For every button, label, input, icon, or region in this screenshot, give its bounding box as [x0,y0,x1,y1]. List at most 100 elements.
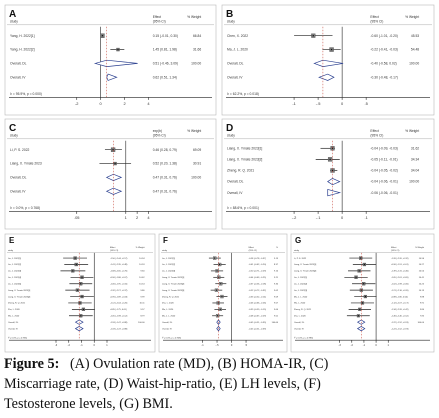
panel-c-header-effect: exp(b) [153,129,162,133]
panel-e-point-estimate [76,289,79,291]
panel-a-x-tick-label: 4 [147,101,150,106]
panel-g-ci-text: -1.12 (-2.07, -0.17) [391,303,409,305]
panel-f-x-tick-label: 0 [231,344,233,347]
panel-b-ci-text: -0.22 (-0.41, -0.03) [370,48,398,52]
panel-e-ci-text: -0.96 (-1.86, -0.07) [110,277,128,279]
caption-label: Figure 5: [4,356,60,372]
panel-g-x-tick-label: -1 [363,344,366,347]
panel-e-point-estimate [79,302,81,304]
panel-g-point-estimate [358,270,360,272]
panel-f-x-tick-label: -1 [201,344,204,347]
panel-f-weight-text: 9.10 [274,271,279,273]
panel-c-ci-text: 0.52 (0.20, 1.38) [153,162,177,166]
panel-f-overall-ci-text: -0.45 (-0.51, -0.39) [249,322,267,324]
panel-g-overall-ci-text: -1.22 (-1.52, -0.93) [391,328,409,330]
panel-g-study-label: Zheng, R. Q. 2021 [294,309,312,311]
panel-d-point-estimate [331,169,334,172]
panel-g-x-tick-label: -2 [351,344,354,347]
panel-c-heterogeneity: I² = 0.0%, p = 0.768) [10,206,40,210]
panel-e-ci-text: -1.12 (-2.04, -0.20) [110,303,128,305]
panel-b-header-weight: % Weight [405,15,419,19]
panel-e-header-study: study [8,249,14,252]
panel-d-ci-text: -0.04 (-0.05, -0.02) [370,169,398,173]
panel-c-overall-weight-text: 100.00 [191,176,201,180]
panel-b-overall-ci-text: -0.40 (-0.58, 0.02) [370,62,396,66]
panel-f-overall-ci-text: -0.45 (-0.51, -0.39) [249,328,267,330]
caption-line-2: Miscarriage rate, (D) Waist-hip-ratio, (… [4,376,321,392]
panel-f-ci-text: -0.33 (-0.52, -0.14) [249,296,267,298]
panel-c-x-tick-label: 4 [147,215,150,220]
panel-g-overall-weight-text: 100.00 [418,322,425,324]
panel-d-weight-text: 31.62 [411,146,419,150]
panel-g-study-label: Liu, J. 2022[2] [294,283,307,285]
panel-f-header-effect: Effect [249,246,255,249]
panel-a-overall-label: Overall, DL [10,62,27,66]
panel-c-frame [4,118,217,230]
panel-b-study-label: Ma, J. L. 2020 [227,48,248,52]
panel-e-weight-text: 9.86 [140,290,145,292]
panel-d-point-estimate [331,147,334,149]
panel-f-study-label: Liu, J. 2022[2] [162,264,175,266]
panel-g-ci-text: -1.02 (-1.98, -0.06) [391,283,409,285]
panel-f-weight-text: 8.97 [274,264,279,266]
panel-f-study-label: Liang, X. Ymate 2023[2] [162,282,185,285]
panel-g-overall-label: Overall, DL [294,321,305,324]
panel-a-letter: A [9,9,16,20]
panel-g-frame [290,233,435,353]
panel-d-letter: D [226,123,233,134]
panel-f-weight-text: 9.30 [274,283,279,285]
panel-g-x-tick-label: 1 [388,344,390,347]
caption-line-3: Testosterone levels, (G) BMI. [4,396,173,412]
panel-a-overall-weight-text: 100.00 [191,62,201,66]
panel-e-header-weight: % Weight [136,246,145,249]
panel-c-overall-ci-text: 0.47 (0.31, 0.76) [153,189,177,193]
panel-e-letter: E [9,236,15,245]
panel-g-weight-text: 9.88 [420,296,425,298]
panel-d-overall-diamond [327,177,341,186]
panel-g-letter: G [295,236,301,245]
panel-d-overall-weight-text: 100.00 [409,180,419,184]
panel-a-header-effect: Effect [153,15,161,19]
panel-b-header-ci: (95% CI) [370,19,383,23]
panel-b-point-estimate [330,48,333,51]
panel-a-point-estimate [101,35,104,37]
panel-g-header-weight: % Weight [415,246,424,249]
caption-text-1: (A) Ovulation rate (MD), (B) HOMA-IR, (C… [69,356,329,372]
panel-d-x-tick-label: -.1 [316,215,321,220]
panel-c-weight-text: 30.91 [193,162,201,166]
panel-d-weight-text: 34.04 [411,169,419,173]
panel-g-weight-text: 10.96 [419,258,425,260]
panel-f-study-label: Liang, X. Ymate 2023[1] [162,276,185,279]
panel-d-header-ci: (95% CI) [370,133,383,137]
panel-e-frame [4,233,156,353]
panel-e-study-label: Wu, L. 2020 [8,316,20,318]
panel-e-overall-weight-text: 100.00 [138,322,145,324]
panel-f-header-ci: (95% CI) [249,250,258,252]
panel-e-ci-text: -1.68 (-2.65, -0.70) [110,271,128,273]
panel-f-ci-text: -0.50 (-0.71, -0.29) [249,271,267,273]
panel-g-weight-text: 10.25 [419,283,425,285]
panel-c-x-tick-label: .05 [74,215,80,220]
panel-b-overall-diamond [318,73,335,81]
panel-f-study-label: Liu, J. 2022[3] [162,271,175,273]
panel-e-x-tick-label: -3 [55,344,58,347]
panel-e-study-label: Liang, X. Ymate 2023[2] [8,295,31,298]
panel-f-ci-text: -0.37 (-0.56, -0.18) [249,283,267,285]
panel-e-weight-text: 9.99 [140,296,145,298]
panel-f-overall-label: Overall, DL [162,321,173,324]
panel-d-ci-text: -0.04 (-0.09, -0.03) [370,146,398,150]
panel-f-overall-label: Overall, IV [162,327,172,330]
panel-f-point-estimate [220,283,222,285]
panel-d-weight-text: 34.34 [411,158,419,162]
panel-b-x-tick-label: -1 [292,101,296,106]
panel-c-x-tick-label: 2 [136,215,138,220]
panel-e-study-label: Liu, J. 2022[5] [8,283,21,285]
panel-b-weight-text: 54.48 [411,48,419,52]
panel-b-overall-ci-text: -0.30 (-0.48, -0.17) [370,75,398,79]
panel-d-study-label: Liang, X. Ymate 2023[1] [227,146,262,150]
panel-e-weight-text: 9.60 [140,271,145,273]
panel-b-overall-label: Overall, DL [227,62,244,66]
panel-g-weight-text: 9.84 [420,309,425,311]
